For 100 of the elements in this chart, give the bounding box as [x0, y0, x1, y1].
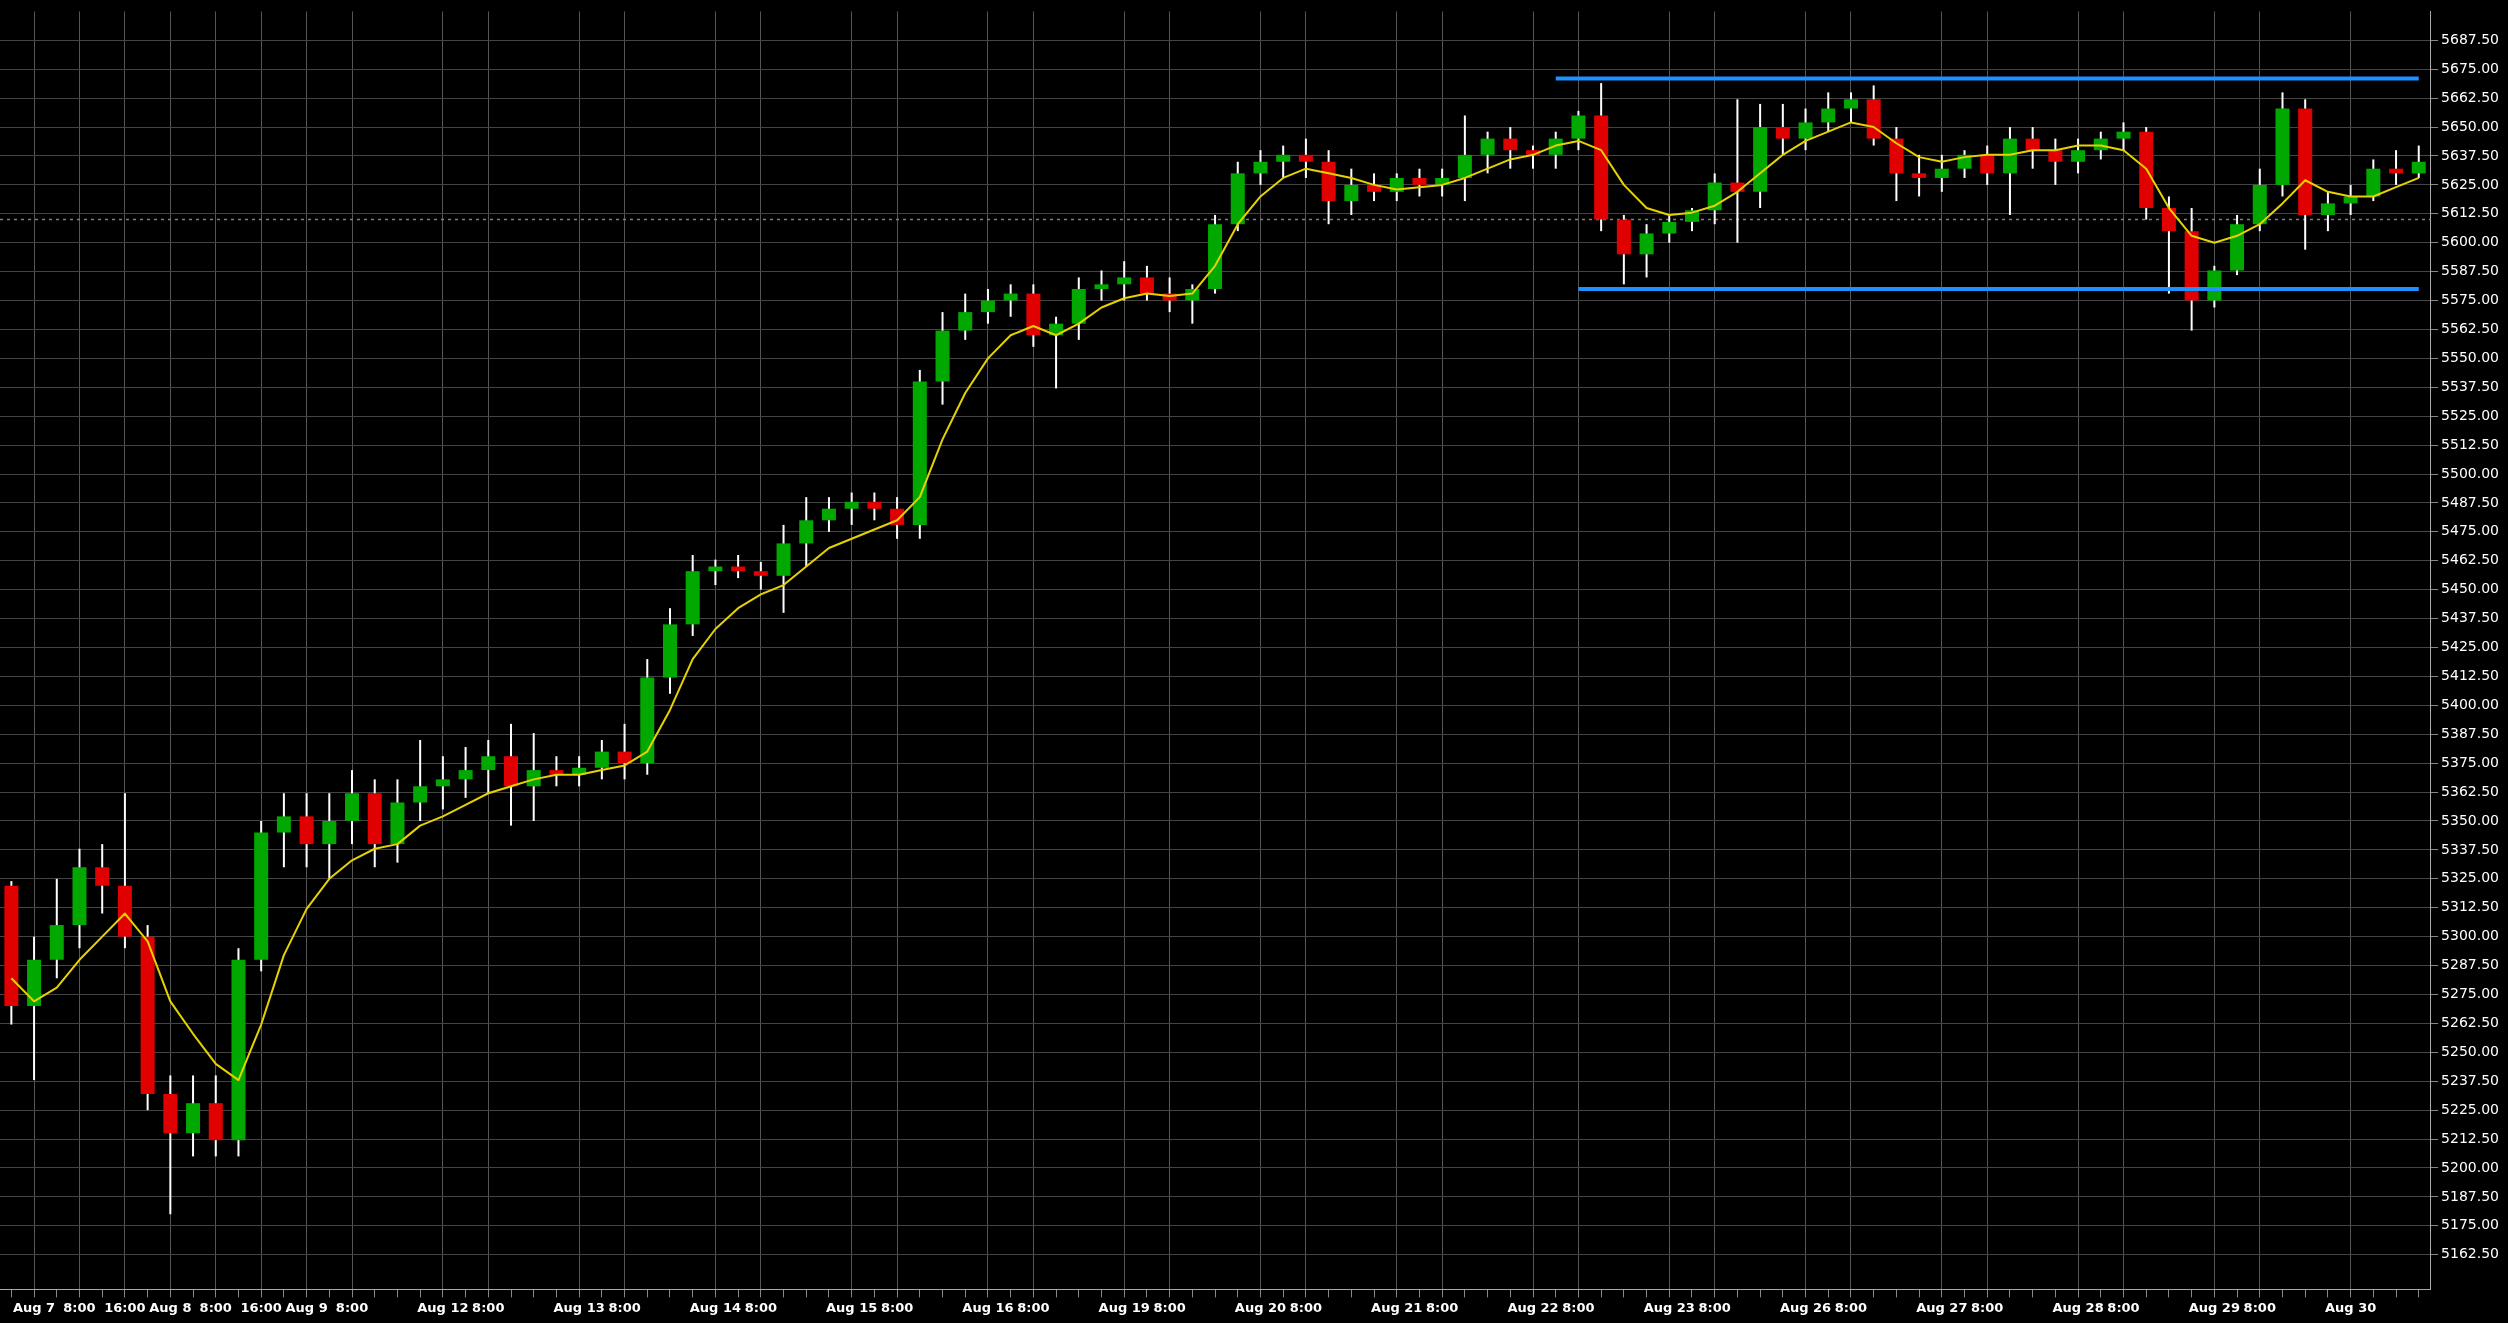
x-tick-label: 8:00 — [1289, 1299, 1323, 1315]
candlestick — [1480, 130, 1495, 175]
y-tick-label: 5562.50 — [2441, 320, 2500, 337]
candlestick — [413, 739, 428, 822]
x-tick-label: 8:00 — [744, 1299, 777, 1315]
x-tick-label: Aug 14 — [689, 1299, 742, 1315]
y-tick-label: 5625.00 — [2441, 175, 2500, 192]
y-tick-label: 5362.50 — [2441, 782, 2500, 799]
x-tick-label: 8:00 — [1425, 1299, 1459, 1315]
candlestick — [458, 745, 473, 799]
x-tick-label: 8:00 — [1153, 1299, 1186, 1315]
candlestick — [1139, 264, 1154, 302]
y-tick-label: 5637.50 — [2441, 146, 2500, 163]
candlestick — [958, 292, 973, 341]
y-tick-label: 5300.00 — [2441, 927, 2500, 944]
x-tick-label: Aug 15 — [826, 1299, 878, 1315]
x-tick-label: Aug 13 — [553, 1299, 605, 1315]
y-tick-label: 5675.00 — [2441, 59, 2500, 76]
y-tick-label: 5450.00 — [2441, 580, 2500, 597]
candlestick — [1503, 126, 1518, 170]
y-tick-label: 5537.50 — [2441, 377, 2500, 394]
candlestick — [2320, 190, 2335, 233]
x-tick-label: Aug 9 — [285, 1299, 328, 1315]
x-tick-label: 8:00 — [199, 1299, 232, 1315]
y-tick-label: 5287.50 — [2441, 956, 2500, 973]
y-tick-label: 5600.00 — [2441, 233, 2500, 250]
candlestick — [1253, 149, 1268, 186]
y-tick-label: 5337.50 — [2441, 840, 2500, 857]
x-tick-label: Aug 12 — [417, 1299, 469, 1315]
candlestick — [2025, 126, 2040, 170]
y-tick-label: 5387.50 — [2441, 724, 2500, 741]
y-tick-label: 5237.50 — [2441, 1071, 2500, 1088]
y-tick-label: 5225.00 — [2441, 1100, 2500, 1117]
candlestick — [1117, 260, 1132, 302]
candlestick — [1571, 109, 1586, 152]
y-tick-label: 5587.50 — [2441, 262, 2500, 279]
candlestick — [1662, 213, 1677, 244]
candlestick — [1639, 223, 1654, 279]
y-tick-label: 5162.50 — [2441, 1245, 2500, 1262]
x-tick-label: 8:00 — [1834, 1299, 1868, 1315]
y-tick-label: 5262.50 — [2441, 1014, 2500, 1031]
x-tick-label: Aug 21 — [1371, 1299, 1423, 1315]
x-tick-label: Aug 8 — [149, 1299, 192, 1315]
candlestick — [2116, 121, 2131, 152]
x-tick-label: Aug 16 — [962, 1299, 1014, 1315]
candlestick — [1457, 114, 1472, 203]
y-tick-label: 5662.50 — [2441, 88, 2500, 105]
y-tick-label: 5687.50 — [2441, 30, 2500, 47]
candlestick — [1843, 91, 1858, 124]
x-tick-label: 8:00 — [1562, 1299, 1595, 1315]
candlestick — [980, 287, 995, 325]
x-tick-label: 8:00 — [335, 1299, 369, 1315]
candlestick — [1821, 91, 1836, 133]
candlestick — [1003, 283, 1018, 318]
x-tick-label: 8:00 — [880, 1299, 914, 1315]
x-tick-label: 8:00 — [1971, 1299, 2004, 1315]
y-tick-label: 5475.00 — [2441, 522, 2500, 539]
x-tick-label: Aug 26 — [1779, 1299, 1832, 1315]
x-tick-label: 16:00 — [104, 1299, 146, 1315]
x-tick-label: Aug 20 — [1234, 1299, 1287, 1315]
candlestick — [617, 722, 632, 781]
x-tick-label: 8:00 — [1017, 1299, 1050, 1315]
x-tick-label: 8:00 — [63, 1299, 96, 1315]
x-tick-label: Aug 27 — [1916, 1299, 1968, 1315]
x-tick-label: 8:00 — [1698, 1299, 1731, 1315]
y-tick-label: 5500.00 — [2441, 464, 2500, 481]
y-tick-label: 5325.00 — [2441, 869, 2500, 886]
x-tick-label: 8:00 — [472, 1299, 505, 1315]
x-tick-label: Aug 19 — [1098, 1299, 1150, 1315]
candlestick — [1775, 102, 1790, 156]
candlestick — [799, 496, 814, 568]
y-tick-label: 5350.00 — [2441, 811, 2500, 828]
candlestick — [1276, 144, 1291, 179]
candlestick — [1798, 107, 1813, 152]
candlestick — [2161, 195, 2176, 295]
x-tick-label: 8:00 — [2243, 1299, 2276, 1315]
candlestick — [867, 491, 882, 522]
y-tick-label: 5437.50 — [2441, 609, 2500, 626]
y-tick-label: 5312.50 — [2441, 898, 2500, 915]
x-tick-label: Aug 22 — [1507, 1299, 1559, 1315]
x-tick-label: 8:00 — [2107, 1299, 2140, 1315]
y-tick-label: 5462.50 — [2441, 551, 2500, 568]
x-tick-label: Aug 28 — [2052, 1299, 2104, 1315]
x-tick-label: Aug 30 — [2324, 1299, 2377, 1315]
y-tick-label: 5487.50 — [2441, 493, 2500, 510]
y-tick-label: 5187.50 — [2441, 1187, 2500, 1204]
candlestick — [549, 755, 564, 788]
candlestick — [322, 792, 337, 880]
x-tick-label: Aug 7 — [12, 1299, 56, 1315]
x-tick-label: Aug 29 — [2188, 1299, 2240, 1315]
y-tick-label: 5550.00 — [2441, 349, 2500, 366]
candlestick — [2071, 137, 2086, 175]
candlestick — [753, 560, 768, 591]
y-tick-label: 5575.00 — [2441, 291, 2500, 308]
y-tick-label: 5250.00 — [2441, 1042, 2500, 1059]
x-tick-label: 8:00 — [608, 1299, 641, 1315]
candlestick — [95, 843, 110, 915]
candlestick — [1980, 144, 1995, 186]
y-tick-label: 5412.50 — [2441, 667, 2500, 684]
candlestick — [821, 496, 836, 533]
